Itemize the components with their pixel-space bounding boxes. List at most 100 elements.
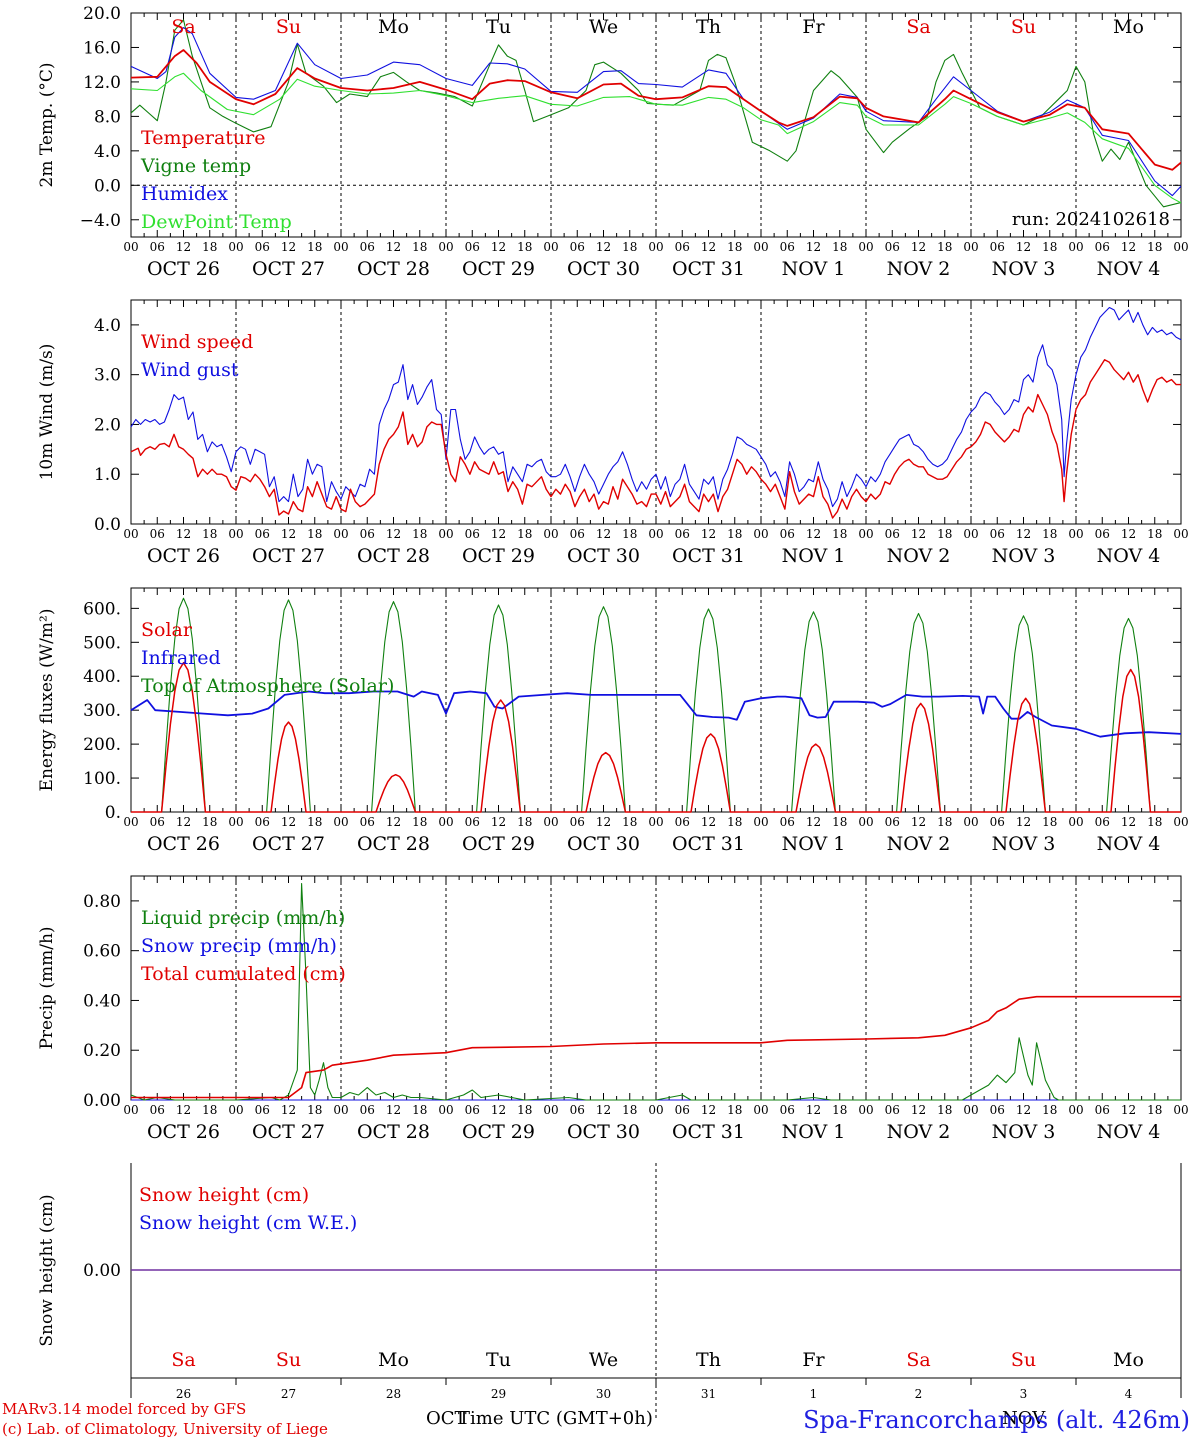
hour-tick-label: 00 — [1173, 1103, 1188, 1117]
hour-tick-label: 12 — [386, 1103, 401, 1117]
weekday-label: Sa — [906, 1349, 930, 1371]
hour-tick-label: 06 — [570, 815, 585, 829]
series-2-line — [131, 27, 1181, 197]
hour-tick-label: 00 — [753, 240, 768, 254]
total-cumulated-line — [131, 995, 1181, 1099]
y-tick-label: 4.0 — [94, 142, 121, 162]
hour-tick-label: 00 — [648, 1103, 663, 1117]
hour-tick-label: 18 — [832, 527, 847, 541]
hour-tick-label: 12 — [491, 240, 506, 254]
date-label: NOV 1 — [782, 258, 846, 280]
date-label: OCT 27 — [252, 545, 325, 567]
y-axis-label: 10m Wind (m/s) — [37, 344, 57, 481]
date-label: OCT 26 — [147, 545, 220, 567]
hour-tick-label: 00 — [753, 527, 768, 541]
wind-speed-line — [130, 359, 1181, 519]
y-tick-label: 0.20 — [83, 1041, 121, 1061]
hour-tick-label: 06 — [465, 527, 480, 541]
hour-tick-label: 00 — [123, 1103, 138, 1117]
hour-tick-label: 00 — [333, 1103, 348, 1117]
y-tick-label: 0.00 — [83, 1091, 121, 1111]
hour-tick-label: 12 — [176, 527, 191, 541]
hour-tick-label: 12 — [596, 527, 611, 541]
hour-tick-label: 18 — [517, 815, 532, 829]
hour-tick-label: 06 — [780, 815, 795, 829]
date-label: NOV 1 — [782, 1121, 846, 1143]
date-label: OCT 29 — [462, 833, 535, 855]
hour-tick-label: 00 — [858, 815, 873, 829]
hour-tick-label: 06 — [780, 527, 795, 541]
y-tick-label: 200. — [83, 735, 121, 755]
date-label: NOV 2 — [887, 258, 951, 280]
precip-panel: 0.80 0.60 0.40 0.20 0.00 Precip (mm/h) 00 06 12 1… — [37, 875, 1189, 1143]
hour-tick-label: 18 — [202, 1103, 217, 1117]
legend-entry: DewPoint Temp — [141, 211, 292, 233]
hour-tick-label: 12 — [596, 1103, 611, 1117]
y-tick-label: 2.0 — [94, 415, 121, 435]
date-label: NOV 4 — [1097, 1121, 1161, 1143]
hour-tick-label: 18 — [412, 527, 427, 541]
hour-tick-label: 06 — [150, 815, 165, 829]
date-label: NOV 1 — [782, 833, 846, 855]
hour-tick-label: 18 — [727, 240, 742, 254]
weekday-label: We — [589, 1349, 618, 1371]
hour-tick-label: 18 — [832, 240, 847, 254]
hour-tick-label: 12 — [806, 815, 821, 829]
date-label: NOV 3 — [992, 545, 1056, 567]
hour-tick-label: 12 — [911, 240, 926, 254]
y-tick-label: 3.0 — [94, 366, 121, 386]
y-axis-label: Energy fluxes (W/m²) — [37, 609, 57, 792]
hour-tick-label: 12 — [1016, 527, 1031, 541]
weekday-label: Sa — [171, 16, 195, 38]
hour-tick-label: 06 — [780, 240, 795, 254]
y-tick-label: 0.60 — [83, 942, 121, 962]
weekday-label: Sa — [906, 16, 930, 38]
hour-tick-label: 00 — [858, 527, 873, 541]
y-tick-label: 4.0 — [94, 316, 121, 336]
hour-tick-label: 18 — [307, 1103, 322, 1117]
legend-entry: Snow precip (mm/h) — [141, 935, 337, 957]
hour-tick-label: 12 — [911, 527, 926, 541]
hour-tick-label: 00 — [963, 1103, 978, 1117]
hour-tick-label: 12 — [701, 815, 716, 829]
date-label: OCT 30 — [567, 833, 640, 855]
hour-tick-label: 12 — [911, 1103, 926, 1117]
hour-tick-label: 00 — [1068, 240, 1083, 254]
day-number-label: 28 — [386, 1387, 401, 1401]
y-tick-label: 600. — [83, 599, 121, 619]
hour-tick-label: 00 — [648, 815, 663, 829]
legend-entry: Wind speed — [141, 331, 253, 353]
date-label: NOV 3 — [992, 1121, 1056, 1143]
hour-tick-label: 12 — [386, 527, 401, 541]
hour-tick-label: 00 — [123, 240, 138, 254]
day-number-label: 31 — [701, 1387, 716, 1401]
hour-tick-label: 00 — [1068, 1103, 1083, 1117]
weekday-label: Mo — [1113, 16, 1144, 38]
hour-tick-label: 18 — [622, 240, 637, 254]
hour-tick-label: 18 — [412, 1103, 427, 1117]
date-label: NOV 4 — [1097, 545, 1161, 567]
hour-tick-label: 18 — [1147, 527, 1162, 541]
date-label: OCT 26 — [147, 258, 220, 280]
hour-tick-label: 12 — [176, 815, 191, 829]
weekday-label: Su — [276, 16, 301, 38]
hour-tick-label: 18 — [1042, 815, 1057, 829]
wind-panel: 4.0 3.0 2.0 1.0 0.0 10m Wind (m/s) 00 06 12 18 00 0… — [37, 299, 1189, 567]
hour-tick-label: 12 — [806, 240, 821, 254]
model-credit: MARv3.14 model forced by GFS — [2, 1400, 246, 1418]
weekday-label: Tu — [486, 16, 511, 38]
legend-entry: Solar — [141, 619, 193, 641]
hour-tick-label: 06 — [255, 527, 270, 541]
date-label: OCT 30 — [567, 1121, 640, 1143]
hour-tick-label: 12 — [1016, 815, 1031, 829]
hour-tick-label: 00 — [333, 527, 348, 541]
hour-tick-label: 06 — [1095, 527, 1110, 541]
hour-tick-label: 18 — [1042, 527, 1057, 541]
hour-tick-label: 18 — [517, 527, 532, 541]
y-tick-label: 0.0 — [94, 176, 121, 196]
hour-tick-label: 18 — [517, 1103, 532, 1117]
hour-tick-label: 06 — [885, 1103, 900, 1117]
date-label: OCT 30 — [567, 545, 640, 567]
hour-tick-label: 12 — [386, 240, 401, 254]
hour-tick-label: 06 — [885, 527, 900, 541]
